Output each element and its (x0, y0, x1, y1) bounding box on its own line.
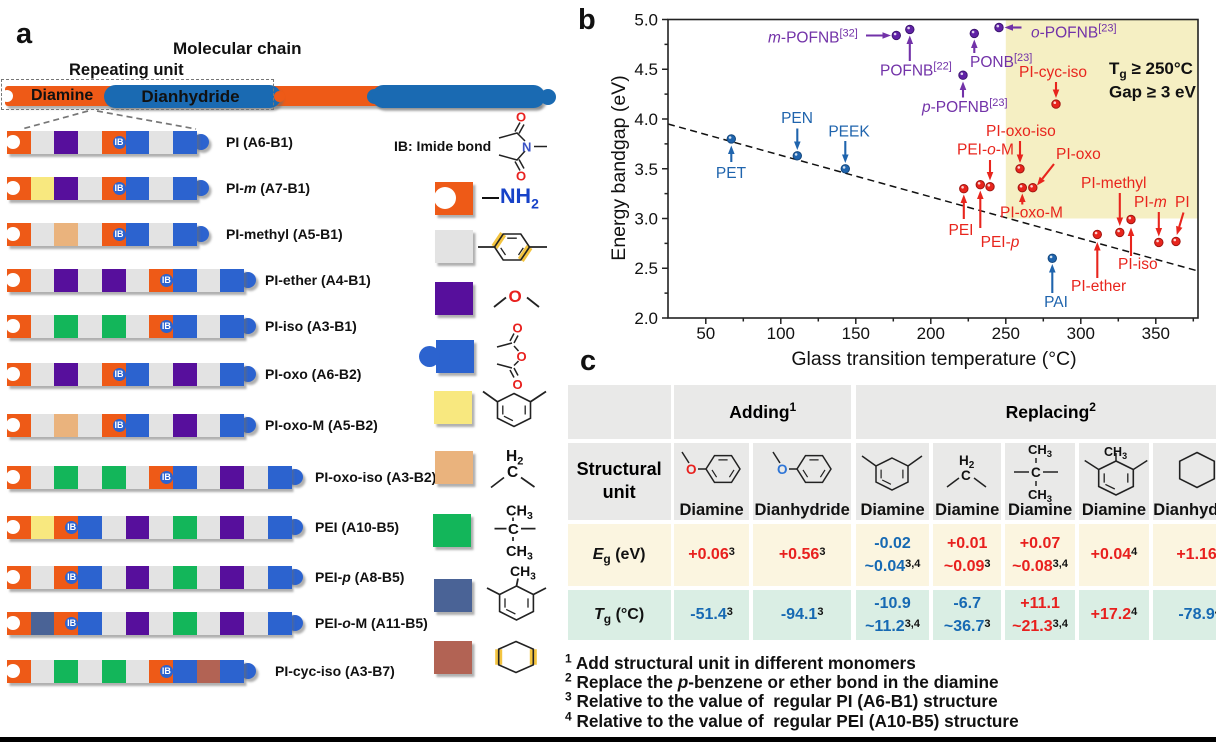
svg-text:300: 300 (1067, 324, 1095, 343)
svg-text:CH3: CH3 (506, 504, 533, 523)
svg-text:p-POFNB[23]: p-POFNB[23] (921, 97, 1008, 116)
svg-text:250: 250 (992, 324, 1020, 343)
svg-text:PEI-o-M: PEI-o-M (957, 142, 1014, 159)
svg-text:3.5: 3.5 (634, 160, 658, 179)
svg-text:o-POFNB[23]: o-POFNB[23] (1031, 23, 1117, 42)
svg-text:PEI-p: PEI-p (981, 234, 1020, 251)
svg-text:POFNB[22]: POFNB[22] (880, 61, 952, 80)
svg-text:100: 100 (767, 324, 795, 343)
svg-text:PI-m: PI-m (1134, 194, 1167, 211)
svg-text:2.5: 2.5 (634, 259, 658, 278)
svg-text:Gap ≥ 3 eV: Gap ≥ 3 eV (1109, 83, 1196, 102)
svg-text:PI-iso: PI-iso (1118, 256, 1158, 273)
svg-text:PI-oxo-M: PI-oxo-M (1000, 205, 1063, 222)
svg-text:PEI: PEI (949, 222, 974, 239)
svg-text:O: O (509, 287, 522, 306)
svg-text:CH3: CH3 (506, 544, 533, 563)
svg-text:H2: H2 (506, 448, 523, 468)
svg-text:PEN: PEN (781, 110, 813, 127)
svg-text:O: O (516, 169, 526, 184)
svg-text:PAI: PAI (1044, 294, 1068, 311)
svg-text:CH3: CH3 (510, 563, 536, 583)
svg-text:m-POFNB[32]: m-POFNB[32] (768, 28, 858, 47)
svg-text:2.0: 2.0 (634, 309, 658, 328)
svg-text:O: O (516, 110, 526, 125)
svg-text:PI-ether: PI-ether (1071, 278, 1126, 295)
svg-text:C: C (507, 464, 518, 481)
svg-text:N: N (522, 140, 531, 155)
svg-text:O: O (517, 349, 527, 364)
svg-text:Tg ≥ 250°C: Tg ≥ 250°C (1109, 59, 1193, 81)
svg-text:4.5: 4.5 (634, 60, 658, 79)
svg-text:Glass transition temperature (: Glass transition temperature (°C) (791, 348, 1076, 370)
svg-text:5.0: 5.0 (634, 11, 658, 30)
svg-text:PI-cyc-iso: PI-cyc-iso (1019, 64, 1087, 81)
svg-text:3.0: 3.0 (634, 210, 658, 229)
svg-text:200: 200 (917, 324, 945, 343)
svg-text:PONB[23]: PONB[23] (970, 52, 1032, 71)
svg-text:O: O (513, 321, 523, 336)
svg-text:50: 50 (696, 324, 715, 343)
svg-text:PI-oxo-iso: PI-oxo-iso (986, 123, 1056, 140)
svg-text:350: 350 (1142, 324, 1170, 343)
svg-text:PI-methyl: PI-methyl (1081, 175, 1146, 192)
svg-text:Energy bandgap (eV): Energy bandgap (eV) (608, 75, 630, 260)
svg-text:150: 150 (842, 324, 870, 343)
svg-text:PI: PI (1175, 194, 1190, 211)
svg-text:PET: PET (716, 165, 747, 182)
svg-text:4.0: 4.0 (634, 110, 658, 129)
svg-text:PI-oxo: PI-oxo (1056, 146, 1101, 163)
svg-text:PEEK: PEEK (828, 124, 870, 141)
svg-text:C: C (508, 521, 519, 538)
svg-text:O: O (513, 377, 523, 392)
